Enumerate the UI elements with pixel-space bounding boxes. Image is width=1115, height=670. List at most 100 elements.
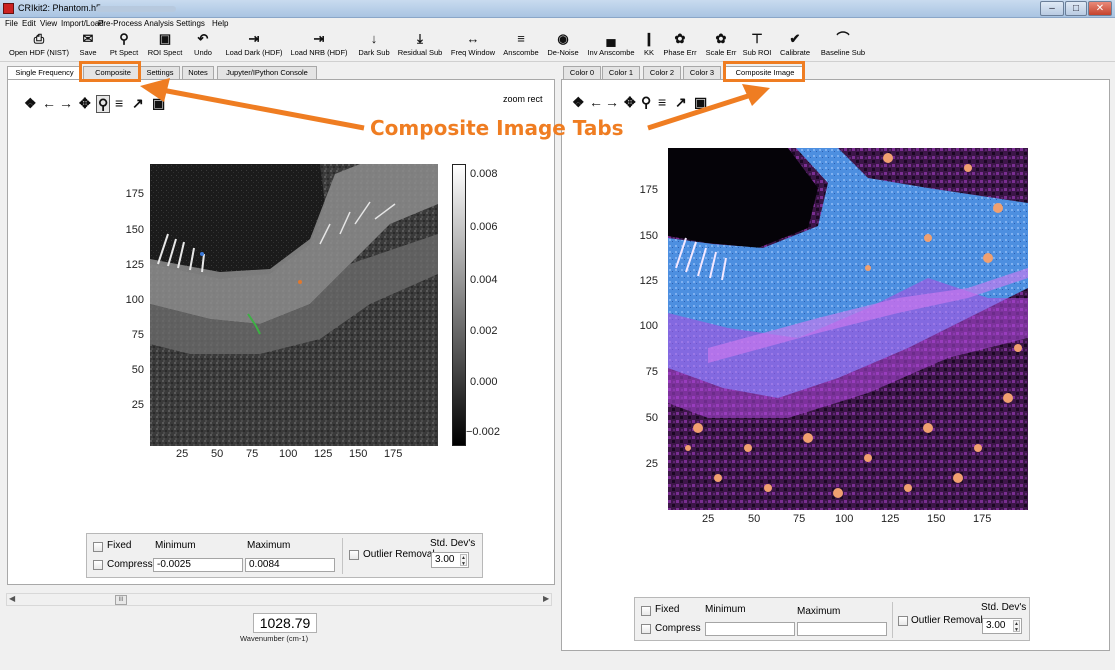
std-dev-spinbox[interactable]: 3.00 ▲ ▼ xyxy=(982,618,1022,634)
tab-color-3[interactable]: Color 3 xyxy=(683,66,721,79)
home-icon[interactable]: ❖ xyxy=(572,94,585,110)
edit-axes-icon[interactable]: ↗ xyxy=(132,95,144,111)
denoise-button[interactable]: ◉ De-Noise xyxy=(545,30,581,62)
minimize-button[interactable]: – xyxy=(1040,1,1064,16)
tab-jupyter-console[interactable]: Jupyter/IPython Console xyxy=(217,66,317,79)
tab-color-0[interactable]: Color 0 xyxy=(563,66,601,79)
spin-arrows-icon[interactable]: ▲ ▼ xyxy=(460,554,467,567)
zoom-icon[interactable]: ⚲ xyxy=(96,95,111,113)
right-tab-bar: Color 0 Color 1 Color 2 Color 3 Composit… xyxy=(563,66,823,80)
zoom-icon[interactable]: ⚲ xyxy=(641,94,652,110)
back-icon[interactable]: ← xyxy=(42,95,56,111)
edit-axes-icon[interactable]: ↗ xyxy=(675,94,687,110)
configure-subplots-icon[interactable]: ≡ xyxy=(658,94,667,110)
right-x-tick-100: 100 xyxy=(835,513,854,525)
sub-roi-button[interactable]: ⊤ Sub ROI xyxy=(742,31,772,57)
right-x-tick-150: 150 xyxy=(927,513,946,525)
kk-button[interactable]: ❙ KK xyxy=(640,30,658,62)
std-dev-spinbox[interactable]: 3.00 ▲ ▼ xyxy=(431,552,469,568)
title-bar: CRIkit2: Phantom.h5 – □ ✕ xyxy=(0,0,1115,18)
wavenumber-value[interactable]: 1028.79 xyxy=(253,613,317,633)
baseline-sub-button[interactable]: ⌒ Baseline Sub xyxy=(818,30,868,62)
roi-spectrum-icon: ▣ xyxy=(158,31,172,46)
composite-image-panel: ❖ ← → ✥ ⚲ ≡ ↗ ▣ xyxy=(561,79,1110,651)
right-y-tick-150: 150 xyxy=(639,230,658,242)
wavenumber-slider[interactable]: ◀ III ▶ xyxy=(6,593,552,606)
menu-file[interactable]: File xyxy=(5,19,18,28)
menu-view[interactable]: View xyxy=(40,19,58,28)
window-title: CRIkit2: Phantom.h5 xyxy=(18,3,102,13)
fixed-checkbox[interactable] xyxy=(641,606,651,616)
forward-icon[interactable]: → xyxy=(59,95,73,111)
composite-tab-highlight xyxy=(79,61,141,82)
minimum-field[interactable]: -0.0025 xyxy=(153,558,243,572)
scroll-right-icon[interactable]: ▶ xyxy=(543,594,550,603)
right-range-controls: Fixed Compress Minimum Maximum Outlier R… xyxy=(634,597,1030,641)
menu-help[interactable]: Help xyxy=(212,19,229,28)
load-nrb-button[interactable]: ⇥ Load NRB (HDF) xyxy=(288,30,350,62)
roi-spect-button[interactable]: ▣ ROI Spect xyxy=(144,30,186,62)
undo-button[interactable]: ↶ Undo xyxy=(189,30,217,62)
close-button[interactable]: ✕ xyxy=(1088,1,1112,16)
pan-icon[interactable]: ✥ xyxy=(624,94,636,110)
left-x-tick-100: 100 xyxy=(279,448,298,460)
open-hdf-button[interactable]: ⎙ Open HDF (NIST) xyxy=(4,30,74,62)
menu-import-load[interactable]: Import/Load xyxy=(61,19,104,28)
compress-checkbox[interactable] xyxy=(641,624,651,634)
plot-mode-text: zoom rect xyxy=(503,94,543,104)
fixed-checkbox[interactable] xyxy=(93,542,103,552)
tab-color-1[interactable]: Color 1 xyxy=(602,66,640,79)
maximum-field[interactable] xyxy=(797,622,887,636)
home-icon[interactable]: ❖ xyxy=(24,95,37,111)
menu-analysis[interactable]: Analysis xyxy=(144,19,174,28)
outlier-removal-checkbox[interactable] xyxy=(349,550,359,560)
baseline-sub-icon: ⌒ xyxy=(836,31,850,46)
scroll-left-icon[interactable]: ◀ xyxy=(9,594,16,603)
spin-arrows-icon[interactable]: ▲ ▼ xyxy=(1013,620,1020,633)
scale-err-button[interactable]: ✿ Scale Err xyxy=(702,30,740,62)
inv-anscombe-button[interactable]: ▄ Inv Anscombe xyxy=(584,30,638,62)
pt-spect-button[interactable]: ⚲ Pt Spect xyxy=(104,30,144,62)
save-button[interactable]: ✉ Save xyxy=(76,30,100,62)
kk-icon: ❙ xyxy=(643,31,655,46)
menu-pre-process[interactable]: Pre-Process xyxy=(98,19,143,28)
colorbar xyxy=(452,164,466,446)
maximize-button[interactable]: □ xyxy=(1065,1,1087,16)
calibrate-icon: ✔ xyxy=(789,31,801,46)
calibrate-button[interactable]: ✔ Calibrate xyxy=(775,30,815,62)
pan-icon[interactable]: ✥ xyxy=(79,95,91,111)
forward-icon[interactable]: → xyxy=(605,94,619,110)
compress-checkbox[interactable] xyxy=(93,560,103,570)
menu-edit[interactable]: Edit xyxy=(22,19,36,28)
blurred-path xyxy=(96,6,176,12)
residual-sub-button[interactable]: ⤓ Residual Sub xyxy=(395,30,445,62)
freq-window-button[interactable]: ↔ Freq Window xyxy=(448,30,498,62)
menu-settings[interactable]: Settings xyxy=(176,19,205,28)
outlier-removal-checkbox[interactable] xyxy=(898,616,908,626)
undo-icon: ↶ xyxy=(197,31,209,46)
tab-color-2[interactable]: Color 2 xyxy=(643,66,681,79)
configure-subplots-icon[interactable]: ≡ xyxy=(115,95,124,111)
fixed-label: Fixed xyxy=(107,540,132,551)
single-frequency-panel: ❖ ← → ✥ ⚲ ≡ ↗ ▣ zoom rect xyxy=(7,79,555,585)
right-y-tick-75: 75 xyxy=(645,366,658,378)
left-y-tick-50: 50 xyxy=(131,364,144,376)
colorbar-tick: 0.002 xyxy=(470,325,498,337)
left-y-tick-125: 125 xyxy=(125,259,144,271)
back-icon[interactable]: ← xyxy=(589,94,603,110)
phase-err-button[interactable]: ✿ Phase Err xyxy=(661,30,699,62)
tab-notes[interactable]: Notes xyxy=(182,66,214,79)
left-y-tick-75: 75 xyxy=(131,329,144,341)
dark-sub-button[interactable]: ↓ Dark Sub xyxy=(356,30,392,62)
single-frequency-image[interactable] xyxy=(150,164,438,446)
composite-image[interactable] xyxy=(668,148,1028,510)
load-dark-button[interactable]: ⇥ Load Dark (HDF) xyxy=(222,30,286,62)
anscombe-button[interactable]: ≡ Anscombe xyxy=(500,30,542,62)
save-figure-icon[interactable]: ▣ xyxy=(694,94,708,110)
app-icon xyxy=(3,3,14,14)
maximum-field[interactable]: 0.0084 xyxy=(245,558,335,572)
std-dev-label: Std. Dev's xyxy=(981,602,1027,613)
left-tab-bar: Single Frequency Composite Settings Note… xyxy=(7,66,547,80)
minimum-field[interactable] xyxy=(705,622,795,636)
slider-thumb[interactable]: III xyxy=(115,595,127,605)
